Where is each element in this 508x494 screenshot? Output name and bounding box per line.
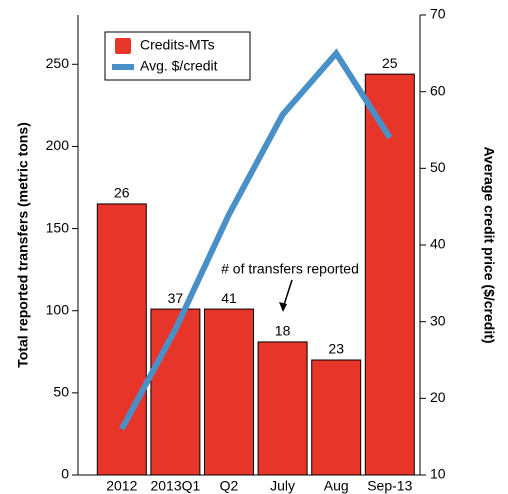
y2-tick-label: 20 [430, 389, 446, 405]
price-line [119, 48, 393, 431]
y2-tick-label: 60 [430, 82, 446, 98]
y-tick-label: 150 [46, 219, 70, 235]
y-tick-label: 0 [61, 466, 69, 482]
y-tick-label: 100 [46, 301, 70, 317]
x-tick-label: Sep-13 [367, 478, 412, 494]
bar-label: 41 [221, 290, 237, 306]
y2-tick-label: 30 [430, 312, 446, 328]
x-tick-label: Aug [324, 478, 349, 494]
x-tick-label: 2013Q1 [150, 478, 200, 494]
arrow-head [279, 302, 287, 312]
y2-axis-title: Average credit price ($/credit) [481, 146, 497, 343]
legend-swatch [115, 38, 131, 54]
bar-label: 25 [382, 55, 398, 71]
y-tick-label: 250 [46, 55, 70, 71]
legend-label: Avg. $/credit [140, 58, 218, 74]
bar [96, 203, 147, 476]
bar [311, 359, 362, 476]
bar-label: 37 [168, 290, 184, 306]
y2-tick-label: 50 [430, 159, 446, 175]
y-tick-label: 50 [53, 384, 69, 400]
x-tick-label: 2012 [106, 478, 137, 494]
bar [150, 308, 201, 476]
y2-tick-label: 70 [430, 6, 446, 22]
y-axis-title: Total reported transfers (metric tons) [15, 122, 31, 368]
bar-label: 26 [114, 185, 130, 201]
bar-label: 18 [275, 323, 291, 339]
annotation: # of transfers reported [221, 261, 359, 277]
y-tick-label: 200 [46, 137, 70, 153]
x-tick-label: Q2 [220, 478, 239, 494]
y2-tick-label: 40 [430, 236, 446, 252]
bar [257, 341, 308, 476]
x-tick-label: July [270, 478, 295, 494]
y2-tick-label: 10 [430, 466, 446, 482]
annotation-arrow [282, 279, 293, 309]
legend-label: Credits-MTs [140, 37, 215, 53]
bar [364, 73, 415, 476]
bar [204, 308, 254, 476]
bar-label: 23 [328, 341, 344, 357]
